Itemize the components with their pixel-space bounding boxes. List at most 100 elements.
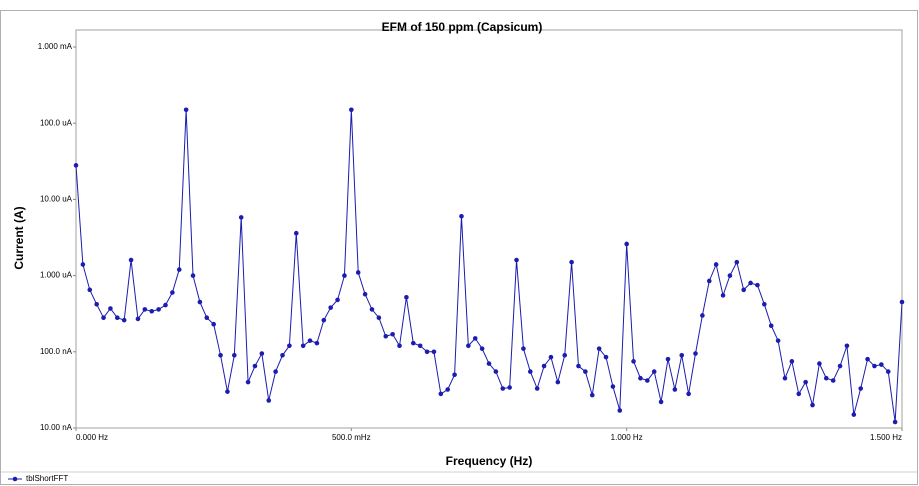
data-point [617,408,623,413]
data-point [101,315,106,321]
data-point [466,343,471,349]
data-point [486,361,492,366]
data-point [817,361,822,366]
data-point [624,241,629,247]
data-point [135,316,141,322]
data-point [500,386,506,391]
data-point [108,306,113,311]
data-point [259,351,265,356]
data-point [197,299,203,305]
data-point [225,389,230,394]
data-point [287,343,292,349]
data-point [844,343,850,349]
data-point [238,215,244,220]
data-point [342,273,347,278]
data-point [183,107,189,113]
data-point [335,297,340,303]
data-point [94,302,99,307]
legend-marker [12,476,18,482]
data-point [638,375,643,381]
data-point [121,317,127,323]
data-point [273,369,278,374]
data-point [706,278,712,284]
data-point [789,359,795,364]
data-point [713,262,719,267]
data-point [830,378,836,383]
data-point [424,349,430,355]
data-point [232,352,237,358]
data-point [369,307,375,312]
data-point [727,273,733,278]
data-point [879,362,884,367]
data-point [837,363,843,369]
data-point [762,302,767,307]
data-point [245,379,251,385]
data-point [115,315,120,321]
data-point [665,356,671,362]
data-point [383,333,389,339]
data-point [562,352,568,358]
data-point [686,391,691,397]
data-point [349,107,354,113]
data-point [521,346,526,351]
plot-area [75,29,903,429]
data-point [782,375,788,381]
data-point [741,287,746,293]
y-tick-label: 10.00 uA [40,195,73,204]
data-point [645,378,650,383]
data-point [548,354,554,360]
data-point [569,259,574,265]
data-point [438,391,444,397]
data-point [679,352,685,358]
data-point [328,305,333,310]
data-point [149,309,155,314]
data-point [583,369,588,374]
data-point [541,363,547,369]
data-point [431,349,437,355]
data-point [899,299,905,305]
data-point [865,356,870,362]
data-point [280,352,285,358]
data-point [80,262,86,267]
data-point [355,270,361,275]
data-point [576,363,581,369]
data-point [410,340,416,346]
data-point [190,273,196,278]
data-point [314,340,320,346]
data-point [176,267,182,272]
data-point [300,343,306,349]
y-tick-label: 1.000 uA [40,271,73,280]
data-point [589,392,595,398]
data-point [555,379,561,385]
data-point [734,259,740,265]
y-tick-label: 10.00 nA [40,423,73,432]
data-point [748,280,753,286]
data-point [658,399,664,405]
data-point [128,257,134,263]
data-point [307,338,313,343]
data-point [672,387,678,392]
data-point [693,351,698,356]
data-point [163,302,168,308]
data-point [376,315,382,321]
data-point [858,386,863,391]
data-point [87,287,93,293]
data-point [204,315,210,321]
data-point [493,369,499,374]
data-point [651,369,657,374]
data-point [404,294,409,300]
x-axis-label: Frequency (Hz) [446,454,533,468]
data-point [872,363,877,369]
data-point [507,385,512,390]
data-point [445,387,451,392]
data-point [528,369,533,374]
data-point [596,346,602,351]
data-point [73,163,79,168]
data-point [892,419,898,425]
data-point [768,323,774,329]
data-point [514,257,519,263]
data-point [631,359,636,364]
data-point [720,293,726,298]
data-point [851,412,857,417]
